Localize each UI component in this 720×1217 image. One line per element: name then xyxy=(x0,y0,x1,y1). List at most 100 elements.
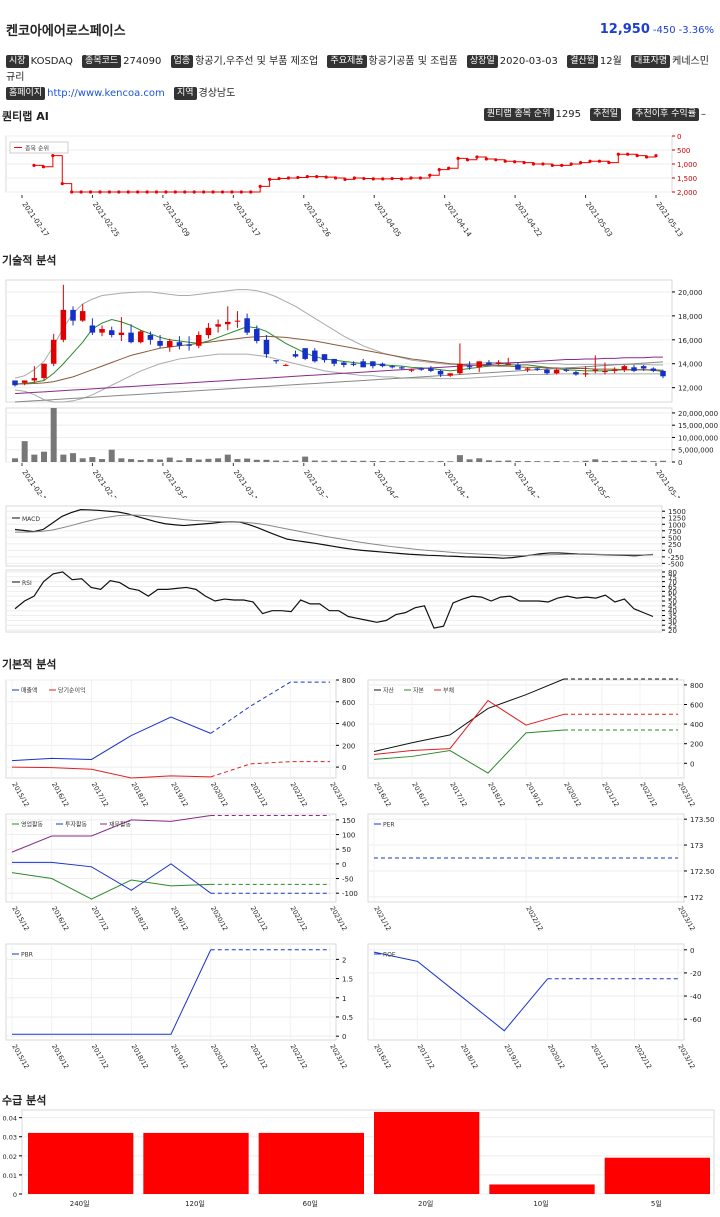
supply-ytick-label: 0.01 xyxy=(3,1172,17,1180)
rank-point xyxy=(343,177,347,181)
supply-xtick-label: 240일 xyxy=(70,1199,90,1208)
bollinger-lower xyxy=(14,353,663,403)
date-tick-label: 2021-02-25 xyxy=(91,201,121,239)
rank-point xyxy=(32,163,36,167)
volume-bar xyxy=(495,460,502,462)
section-supply: 수급 분석 xyxy=(2,1094,47,1107)
macd-ytick-label: 1000 xyxy=(668,521,686,529)
pbr-xtick-label: 2022/12 xyxy=(289,1043,309,1070)
rank-point xyxy=(136,190,140,194)
volume-bar xyxy=(427,461,434,462)
rank-point xyxy=(230,190,234,194)
candle-body xyxy=(611,369,618,371)
income-series-forecast xyxy=(210,681,330,734)
rank-point xyxy=(352,176,357,180)
volume-bar xyxy=(485,460,492,462)
rank-point xyxy=(465,158,470,162)
balance-ytick-label: 800 xyxy=(690,682,703,690)
price-plot-area xyxy=(5,279,673,403)
rank-point xyxy=(541,162,545,166)
volume-bar xyxy=(108,449,115,462)
income-legend-label: 당기순이익 xyxy=(58,687,86,695)
homepage-link[interactable]: http://www.kencoa.com xyxy=(47,88,165,99)
income-ytick-label: 0 xyxy=(342,764,346,772)
volume-bar xyxy=(41,451,48,462)
date-tick-label: 2021-03-09 xyxy=(161,201,191,239)
volume-bar xyxy=(99,459,106,462)
rank-point xyxy=(597,159,602,163)
income-ytick-label: 600 xyxy=(342,699,355,707)
market-value: KOSDAQ xyxy=(30,56,73,67)
macd-ytick-label: 0 xyxy=(668,547,672,555)
income-ytick-label: 800 xyxy=(342,677,355,685)
date-tick-label: 2021-04-05 xyxy=(373,201,403,239)
rank-point xyxy=(362,176,366,181)
income-xtick-label: 2023/12 xyxy=(328,781,348,808)
rank-legend-label: 종목 순위 xyxy=(25,145,49,153)
fiscal-value: 12월 xyxy=(599,56,622,67)
current-price: 12,950 xyxy=(599,22,650,37)
balance-legend-label: 자본 xyxy=(413,687,425,695)
volume-bar xyxy=(369,461,376,462)
supply-ytick-label: 0.03 xyxy=(3,1134,17,1142)
volume-bar xyxy=(79,458,86,462)
section-quantamental: 퀀티랩 AI xyxy=(2,110,49,123)
rank-point xyxy=(550,163,554,167)
balance-xtick-label: 2016/12 xyxy=(372,781,392,808)
rank-point xyxy=(88,190,93,194)
rank-point xyxy=(644,155,649,159)
company-title: 켄코아에어로스페이스 xyxy=(6,24,126,39)
ceo-tag: 대표자명 xyxy=(631,55,671,68)
rank-chart: 0 500 1,000 1,500 2,000 종목 순위 2021-02-17 2021-0… xyxy=(5,133,697,239)
volume-bar xyxy=(321,460,328,462)
income-series-line xyxy=(11,716,211,762)
rank-point xyxy=(560,163,564,167)
rank-point xyxy=(145,190,149,194)
macd-ytick-label: 1250 xyxy=(668,515,686,523)
cashflow-xtick-label: 2016/12 xyxy=(50,905,70,932)
volume-bar xyxy=(418,461,425,462)
rank-point xyxy=(607,161,611,165)
candle-body xyxy=(544,369,550,374)
roe-xtick-label: 2020/12 xyxy=(546,1043,566,1070)
roe-ytick-label: 0 xyxy=(690,947,694,955)
rsi-ytick-label: 20 xyxy=(668,627,677,634)
supply-xtick-label: 120일 xyxy=(185,1199,205,1208)
region-tag: 지역 xyxy=(173,87,197,100)
volume-bar xyxy=(621,460,628,462)
rsi-ytick-label: 55 xyxy=(668,593,677,601)
rank-ytick-label: 0 xyxy=(677,133,681,141)
date-tick-label: 2021-02-17 xyxy=(20,469,50,498)
volume-ytick-label: 0 xyxy=(678,459,682,467)
volume-bar xyxy=(244,458,251,462)
candle-body xyxy=(273,360,279,362)
price-ytick-label: 12,000 xyxy=(678,385,703,393)
date-tick-label: 2021-03-17 xyxy=(232,469,262,498)
price-change: -450 xyxy=(652,25,676,36)
supply-bar xyxy=(28,1132,134,1194)
macd-line xyxy=(15,514,654,557)
roe-legend-label: ROE xyxy=(383,952,396,959)
price-display: 12,950 -450 -3.36% xyxy=(600,22,714,37)
candle-body xyxy=(60,309,67,340)
volume-bar xyxy=(89,457,96,462)
pbr-series-line xyxy=(12,949,212,1035)
income-series-line xyxy=(11,766,211,779)
volume-bar xyxy=(563,461,570,462)
volume-bar xyxy=(331,460,338,462)
macd-ytick-label: -250 xyxy=(668,554,684,562)
macd-ytick-label: 250 xyxy=(668,541,681,549)
candle-body xyxy=(650,368,657,371)
volume-bar xyxy=(360,460,367,462)
candle-body xyxy=(205,327,212,336)
candle-body xyxy=(12,380,18,386)
volume-bar xyxy=(176,460,183,462)
candle-body xyxy=(41,363,47,379)
candle-body xyxy=(437,370,444,375)
volume-bar xyxy=(582,460,589,462)
cashflow-xtick-label: 2017/12 xyxy=(90,905,110,932)
balance-ytick-label: 0 xyxy=(690,760,694,768)
rsi-ytick-label: 45 xyxy=(668,603,677,611)
volume-ytick-label: 15,000,000 xyxy=(678,422,718,430)
moving-average-line xyxy=(14,335,664,385)
